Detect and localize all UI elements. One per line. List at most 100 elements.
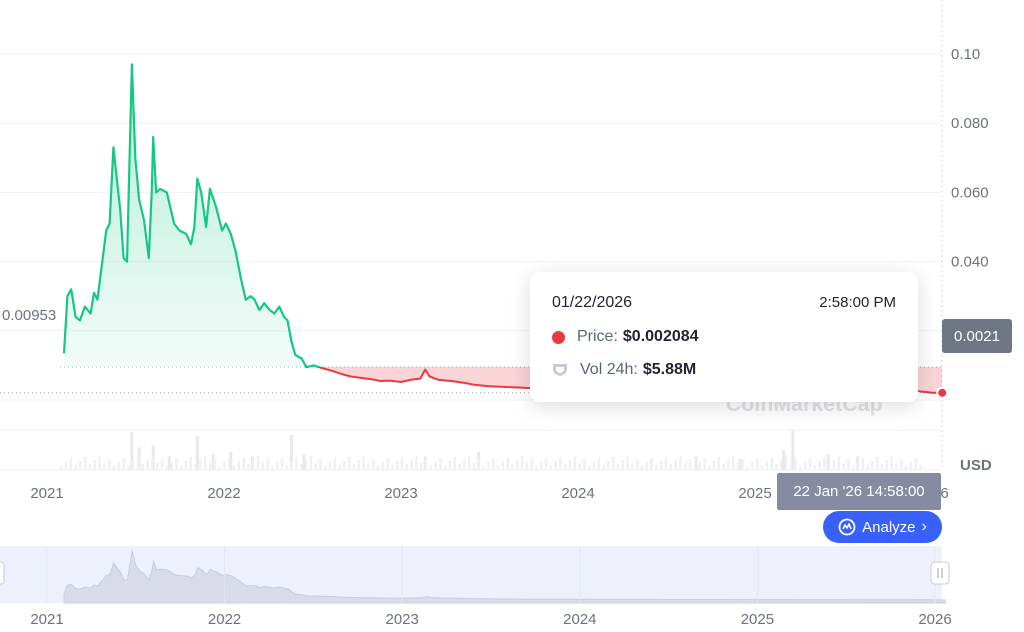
x-tick-label: 2021 xyxy=(30,485,63,502)
volume-bar xyxy=(130,431,134,470)
navigator-tick-label: 2026 xyxy=(918,611,951,628)
range-navigator[interactable]: 2021 2022 2023 2024 2025 2026 xyxy=(0,546,952,628)
volume-bar xyxy=(588,466,591,470)
volume-bar xyxy=(132,461,135,470)
navigator-tick-label: 2024 xyxy=(563,611,596,628)
volume-bar xyxy=(165,466,169,470)
volume-bar xyxy=(213,459,217,470)
volume-bar xyxy=(223,462,226,470)
volume-bar xyxy=(84,457,87,470)
volume-bar xyxy=(328,462,332,470)
volume-bar xyxy=(348,457,351,470)
volume-bar xyxy=(607,461,610,470)
volume-bar xyxy=(919,465,922,470)
volume-bar xyxy=(876,457,879,470)
volume-bar xyxy=(736,463,740,470)
volume-shield-icon xyxy=(553,364,567,376)
volume-bar xyxy=(592,462,596,470)
volume-bar xyxy=(136,457,140,470)
volume-bar xyxy=(386,458,389,470)
volume-bar xyxy=(775,464,778,470)
volume-bar xyxy=(108,459,111,470)
volume-bar xyxy=(285,465,289,470)
volume-bar xyxy=(232,465,236,470)
volume-bar xyxy=(693,466,697,470)
volume-bar xyxy=(93,460,97,470)
navigator-tick-label: 2021 xyxy=(30,611,63,628)
tooltip-volume-value: $5.88M xyxy=(642,361,697,378)
volume-bar xyxy=(117,462,121,470)
volume-bar xyxy=(482,466,485,470)
volume-bar xyxy=(319,459,322,470)
volume-bar xyxy=(146,460,149,470)
volume-bar xyxy=(429,466,433,470)
volume-bar xyxy=(276,462,279,470)
volume-bar xyxy=(410,460,413,470)
tooltip-price-label: Price: xyxy=(577,328,618,345)
volume-bar xyxy=(391,465,394,470)
volume-bar xyxy=(501,461,505,470)
x-tick-label: 2024 xyxy=(561,485,594,502)
volume-bar xyxy=(352,464,356,470)
volume-bar xyxy=(703,458,706,470)
price-line-down xyxy=(305,367,942,394)
coinmarketcap-logo-icon xyxy=(838,518,856,536)
volume-bar xyxy=(487,462,490,470)
volume-bar xyxy=(914,458,917,470)
volume-bar xyxy=(760,465,764,470)
volume-bar xyxy=(738,458,742,470)
volume-bar xyxy=(583,459,586,470)
volume-bar xyxy=(448,461,452,470)
currency-label: USD xyxy=(960,457,992,474)
volume-bar xyxy=(871,461,874,470)
volume-bar xyxy=(847,459,850,470)
volume-bar xyxy=(712,461,716,470)
volume-bar xyxy=(434,462,437,470)
volume-bar xyxy=(602,465,605,470)
volume-bar xyxy=(808,458,812,470)
volume-bar xyxy=(626,456,629,470)
volume-bar xyxy=(271,466,274,470)
y-tick-label: 0.040 xyxy=(951,254,989,271)
volume-bar xyxy=(266,459,269,470)
price-area-up xyxy=(63,64,319,368)
volume-bar xyxy=(184,461,188,470)
volume-bar xyxy=(694,456,698,470)
volume-bar xyxy=(684,463,687,470)
volume-bar xyxy=(506,457,509,470)
x-tick-label: 2025 xyxy=(738,485,771,502)
volume-bar xyxy=(381,462,385,470)
volume-bar xyxy=(631,463,634,470)
navigator-right-handle[interactable] xyxy=(930,561,950,585)
y-tick-label: 0.10 xyxy=(951,46,980,63)
volume-bar xyxy=(636,459,639,470)
volume-bar xyxy=(540,462,543,470)
analyze-button[interactable]: Analyze › xyxy=(823,511,942,543)
volume-bar xyxy=(708,465,711,470)
volume-bar xyxy=(530,459,533,470)
navigator-tick-label: 2023 xyxy=(386,611,419,628)
volume-bar xyxy=(156,463,159,470)
volume-bar xyxy=(170,462,173,470)
volume-bar xyxy=(151,456,154,470)
volume-bar xyxy=(511,464,514,470)
volume-bar xyxy=(141,464,145,470)
y-tick-label: 0.080 xyxy=(951,115,989,132)
price-tooltip: 01/22/2026 2:58:00 PM Price: $0.002084 V… xyxy=(530,272,918,402)
tooltip-price-value: $0.002084 xyxy=(622,328,699,345)
volume-bar xyxy=(343,461,346,470)
navigator-tick-label: 2025 xyxy=(741,611,774,628)
volume-bar xyxy=(228,458,231,470)
volume-bar xyxy=(573,456,577,470)
volume-bar xyxy=(669,464,673,470)
volume-bar xyxy=(621,460,625,470)
navigator-left-handle[interactable] xyxy=(0,561,5,585)
volume-bar xyxy=(376,466,380,470)
volume-bar xyxy=(189,457,193,470)
volume-bar xyxy=(861,458,865,470)
price-dot-icon xyxy=(552,330,565,344)
volume-bar xyxy=(650,458,653,470)
volume-bar xyxy=(826,454,830,470)
volume-bar xyxy=(900,459,903,470)
